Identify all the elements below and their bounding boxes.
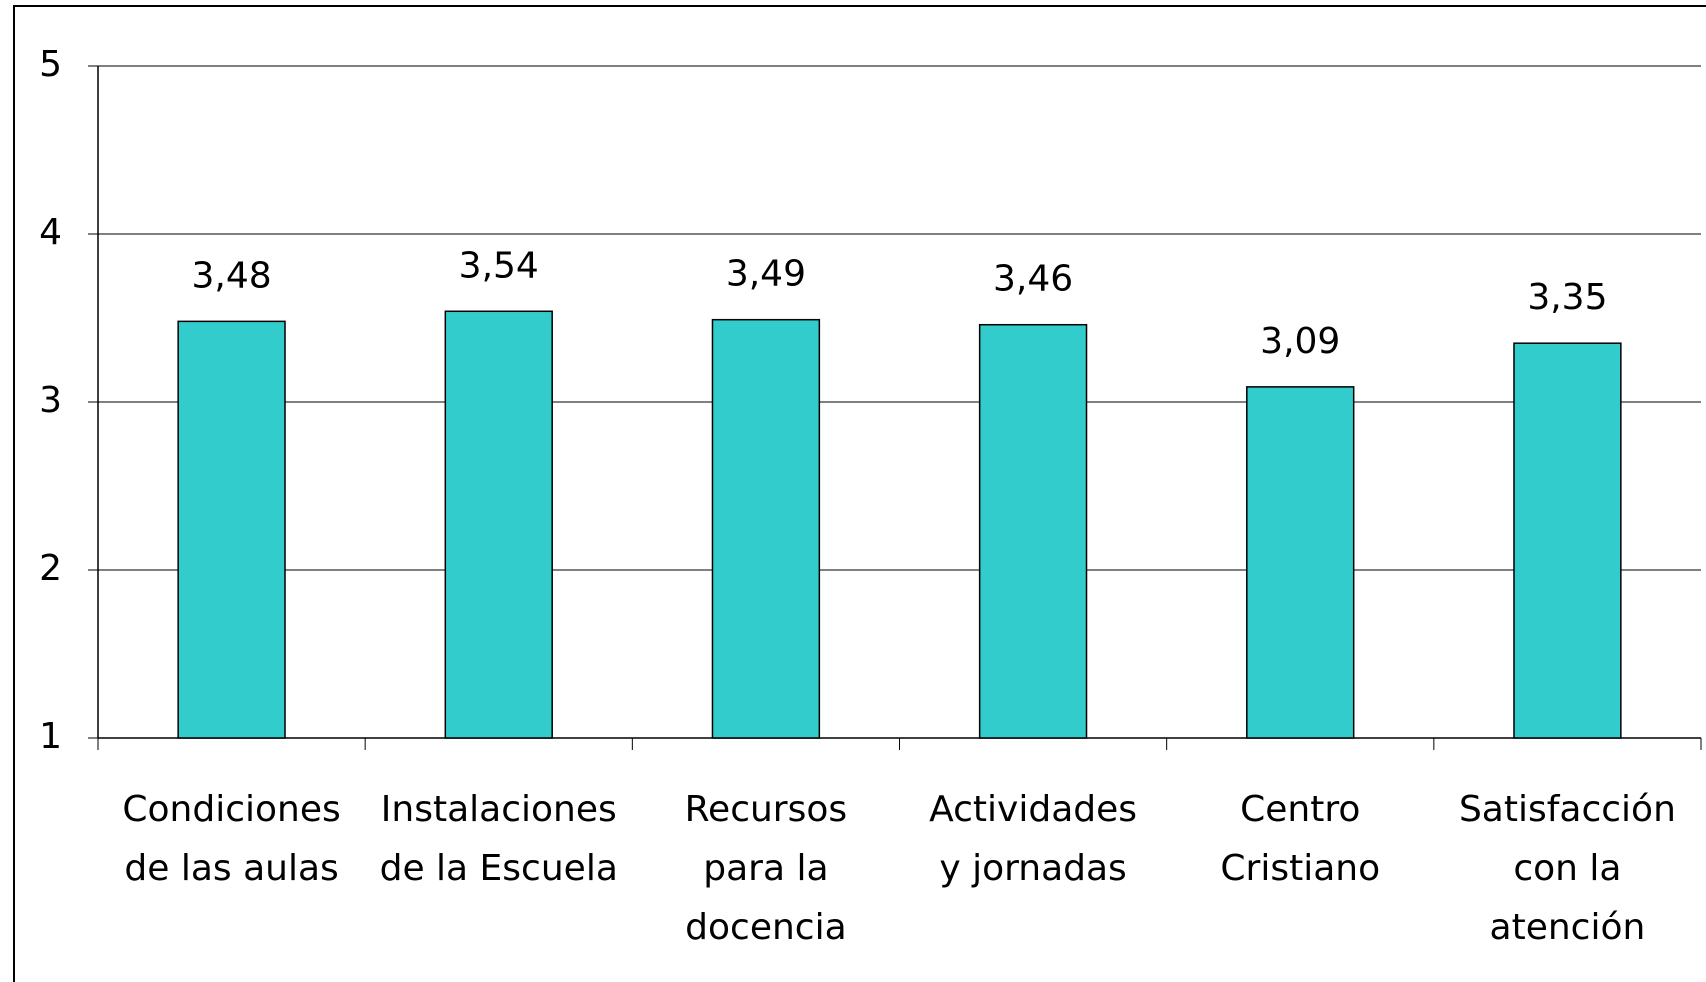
value-label: 3,54: [459, 245, 539, 286]
bar: [978, 323, 1088, 739]
x-tick-label: Centro: [1240, 789, 1360, 830]
x-tick-label: con la: [1513, 848, 1621, 889]
x-tick-label: de la Escuela: [380, 848, 618, 889]
x-tick-label: atención: [1490, 907, 1646, 948]
x-tick-label: docencia: [685, 907, 847, 948]
x-tick-label: y jornadas: [939, 848, 1127, 889]
x-tick-label: Instalaciones: [381, 789, 617, 830]
value-label: 3,48: [192, 255, 272, 296]
x-tick-label: Actividades: [929, 789, 1137, 830]
y-tick-label: 3: [39, 380, 62, 421]
y-tick-label: 2: [39, 548, 62, 589]
x-tick-label: Cristiano: [1220, 848, 1380, 889]
x-tick-label: para la: [703, 848, 828, 889]
value-label: 3,49: [726, 254, 806, 295]
value-label: 3,09: [1260, 321, 1340, 362]
bar: [177, 320, 286, 739]
bar: [1246, 386, 1355, 739]
x-tick-label: Condiciones: [122, 789, 340, 830]
bar: [1513, 342, 1622, 739]
value-label: 3,46: [993, 259, 1073, 300]
bar: [711, 318, 821, 739]
frame: [13, 5, 1706, 982]
bar: [444, 310, 553, 739]
y-tick-label: 5: [39, 44, 62, 85]
y-tick-label: 4: [39, 212, 62, 253]
value-label: 3,35: [1527, 277, 1607, 318]
x-tick-label: Recursos: [685, 789, 848, 830]
x-tick-label: Satisfacción: [1459, 789, 1676, 830]
y-tick-label: 1: [39, 716, 62, 757]
x-tick-label: de las aulas: [124, 848, 338, 889]
